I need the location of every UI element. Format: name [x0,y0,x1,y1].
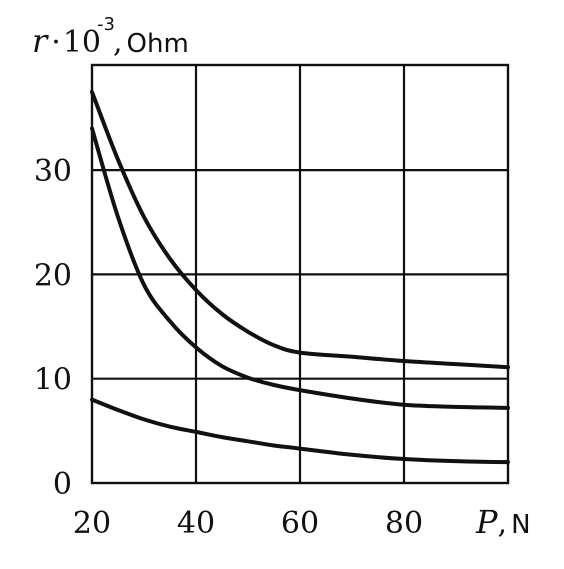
series-group [90,89,510,465]
x-axis-label: P, N [475,503,531,541]
plot-frame [90,63,510,485]
x-tick-label: 80 [385,506,423,541]
y-axis-label: r ·10-3, Ohm [32,14,189,60]
series-line-1 [90,89,510,370]
y-tick-label: 10 [34,363,72,398]
x-tick-label: 20 [73,506,111,541]
grid [92,65,508,483]
y-tick-labels: 0 10 20 30 [34,154,72,502]
x-tick-label: 40 [177,506,215,541]
x-tick-label: 60 [281,506,319,541]
series-line-2 [90,126,510,410]
y-tick-label: 30 [34,154,72,189]
y-tick-label: 0 [53,467,72,502]
series-line-3 [90,397,510,465]
x-tick-labels: 20 40 60 80 [73,506,423,541]
y-tick-label: 20 [34,258,72,293]
